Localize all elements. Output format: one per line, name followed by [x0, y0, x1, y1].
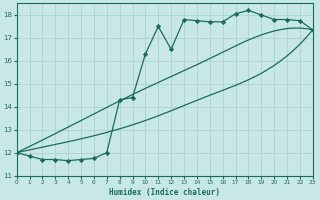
X-axis label: Humidex (Indice chaleur): Humidex (Indice chaleur)	[109, 188, 220, 197]
